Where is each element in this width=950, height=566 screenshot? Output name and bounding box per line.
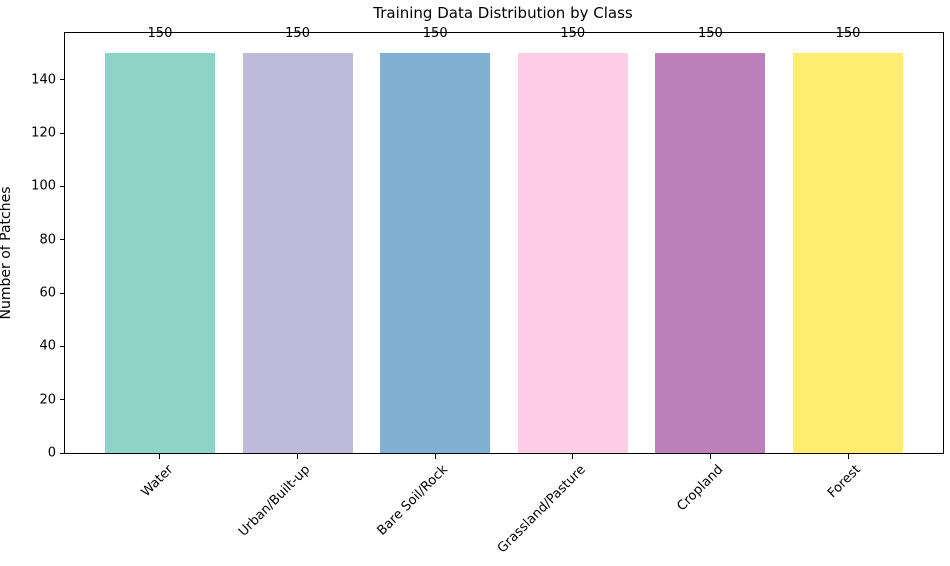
bar-value-label: 150 (422, 25, 448, 41)
bar-water (104, 53, 215, 453)
y-tick-label: 140 (31, 72, 56, 88)
x-tick-label-water: Water (138, 462, 176, 501)
y-tick-mark (60, 345, 65, 347)
y-tick-mark (60, 132, 65, 134)
x-tick-mark (709, 454, 711, 459)
x-tick-label-urban-built-up: Urban/Built-up (236, 462, 314, 540)
y-tick-label: 0 (47, 445, 56, 461)
bar-value-label: 150 (560, 25, 586, 41)
y-tick-mark (60, 452, 65, 454)
y-tick-mark (60, 79, 65, 81)
x-tick-label-grassland-pasture: Grassland/Pasture (494, 462, 589, 557)
y-axis-label: Number of Patches (0, 186, 14, 320)
bar-value-label: 150 (698, 25, 723, 41)
bar-bare-soil-rock (380, 53, 491, 453)
x-tick-mark (434, 454, 436, 459)
y-tick-label: 60 (39, 285, 56, 301)
x-tick-label-bare-soil-rock: Bare Soil/Rock (374, 462, 452, 539)
chart-title: Training Data Distribution by Class (373, 4, 633, 22)
y-tick-mark (60, 185, 65, 187)
y-tick-label: 80 (39, 232, 56, 248)
plot-area: 0 20 40 60 80 100 120 140 150 Water 150 Urban/Built… (31, 27, 944, 556)
bar-cropland (655, 53, 766, 453)
x-tick-mark (847, 454, 849, 459)
bar-grassland-pasture (517, 53, 628, 453)
x-tick-label-forest: Forest (825, 462, 864, 502)
y-tick-label: 40 (39, 338, 56, 354)
bar-value-label: 150 (147, 25, 173, 41)
y-tick-label: 20 (39, 392, 56, 408)
x-tick-mark (159, 454, 161, 459)
bar-value-label: 150 (835, 25, 861, 41)
bar-forest (792, 53, 904, 453)
y-tick-label: 120 (31, 125, 56, 141)
bar-urban-built-up (242, 53, 353, 453)
y-tick-label: 100 (31, 178, 56, 194)
bar-value-label: 150 (285, 25, 310, 41)
x-tick-mark (297, 454, 299, 459)
x-tick-label-cropland: Cropland (674, 462, 727, 515)
x-tick-mark (572, 454, 574, 459)
y-tick-mark (60, 239, 65, 241)
y-tick-mark (60, 292, 65, 294)
y-tick-mark (60, 399, 65, 401)
